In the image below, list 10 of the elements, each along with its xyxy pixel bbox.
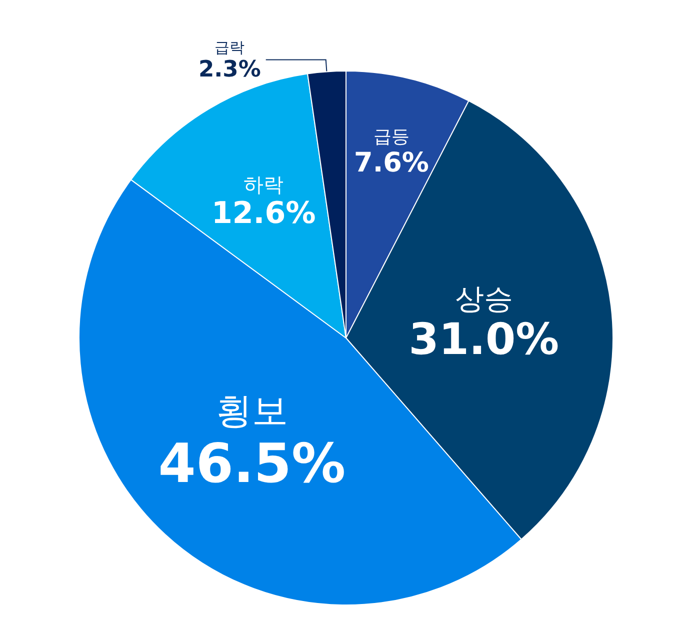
data-label: 46.5% [158,432,346,495]
slice-label: 상승 [454,281,513,316]
slice-label: 급등 [373,126,410,148]
slice-label: 급락 [214,38,245,57]
data-label: 2.3% [198,56,261,82]
slice-label: 횡보 [216,390,288,432]
data-label: 7.6% [354,147,429,178]
data-label: 12.6% [211,196,316,232]
slice-label: 하락 [244,172,284,197]
data-label: 31.0% [408,315,559,366]
